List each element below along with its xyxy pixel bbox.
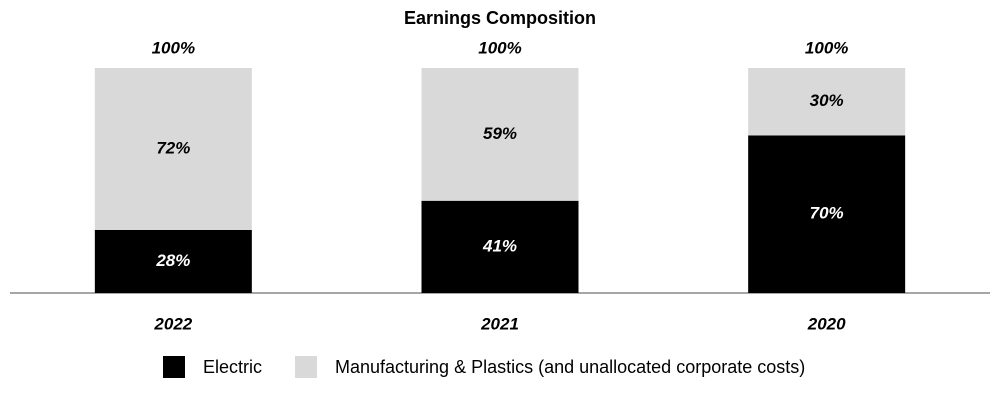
legend-label: Electric [203, 357, 262, 377]
total-label: 100% [805, 38, 848, 57]
x-tick-label: 2021 [480, 314, 519, 333]
value-label: 59% [483, 124, 517, 143]
total-label: 100% [152, 38, 195, 57]
value-label: 30% [810, 91, 844, 110]
total-label: 100% [478, 38, 521, 57]
value-label: 28% [155, 251, 190, 270]
bar-segment [421, 200, 579, 293]
bar-segment [421, 68, 579, 201]
x-tick-label: 2020 [807, 314, 846, 333]
bar-segment [748, 135, 906, 293]
bar-segment [748, 68, 906, 136]
legend-swatch [163, 356, 185, 378]
x-tick-label: 2022 [153, 314, 192, 333]
value-label: 41% [482, 236, 517, 255]
value-label: 70% [810, 204, 844, 223]
legend-swatch [295, 356, 317, 378]
chart-title: Earnings Composition [404, 8, 596, 28]
bar-segment [94, 230, 252, 293]
bar-segment [94, 68, 252, 230]
legend-label: Manufacturing & Plastics (and unallocate… [335, 357, 805, 377]
value-label: 72% [156, 138, 190, 157]
